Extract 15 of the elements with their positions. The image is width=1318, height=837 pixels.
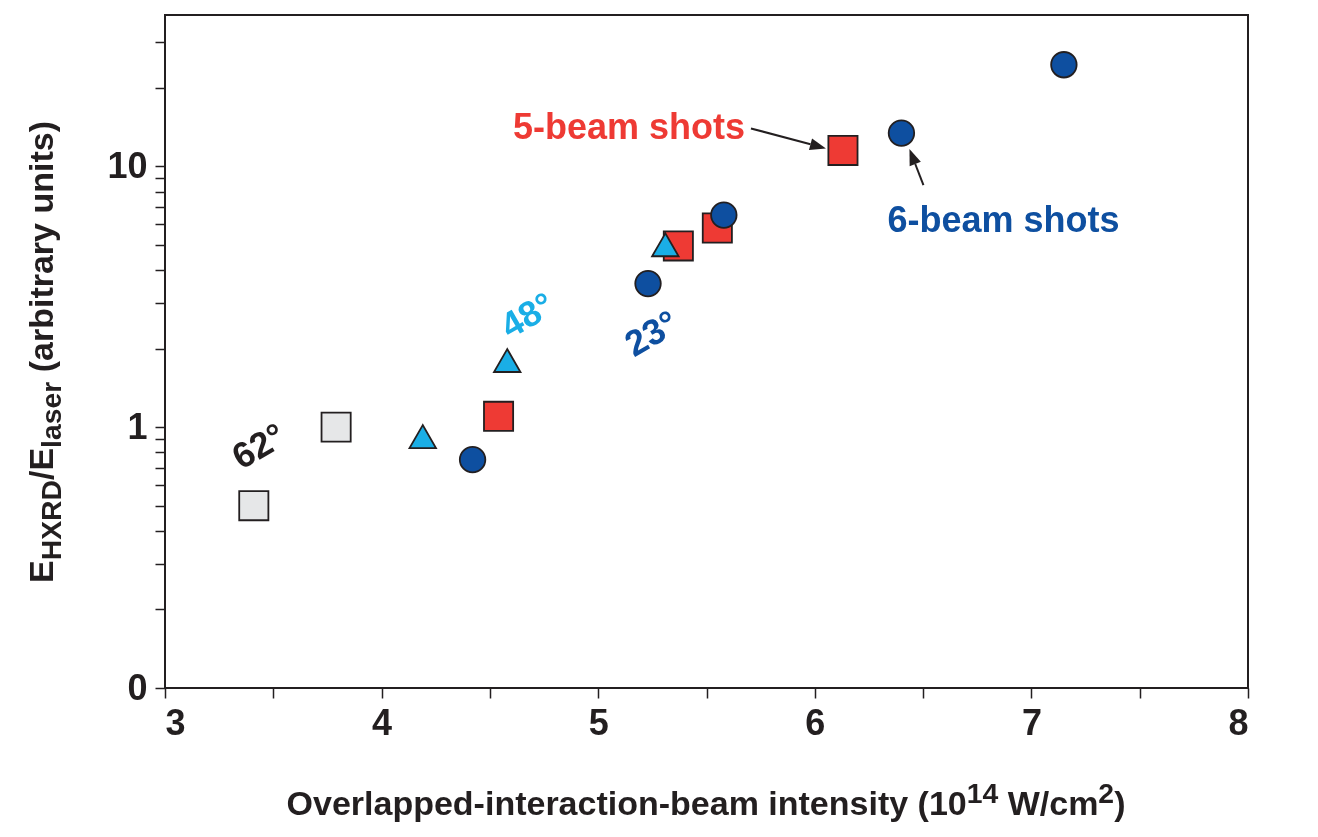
- x-tick-label: 3: [165, 701, 186, 743]
- y-tick-label: 10: [107, 144, 148, 186]
- annotation: 5-beam shots: [512, 106, 745, 148]
- x-tick-label: 4: [372, 701, 393, 743]
- x-axis-title: Overlapped-interaction-beam intensity (10$^{14}$ W/cm$^{2}$): [286, 776, 1126, 824]
- annotation: 6-beam shots: [887, 199, 1120, 241]
- x-tick-label: 7: [1021, 701, 1042, 743]
- y-tick-label: 0: [127, 666, 148, 708]
- y-tick-label: 1: [127, 405, 148, 447]
- text: 48°: [493, 283, 561, 347]
- text: 23°: [617, 301, 686, 365]
- x-tick-label: 5: [588, 701, 609, 743]
- x-tick-label: 8: [1228, 701, 1249, 743]
- x-tick-label: 6: [805, 701, 826, 743]
- text: 62°: [224, 414, 293, 478]
